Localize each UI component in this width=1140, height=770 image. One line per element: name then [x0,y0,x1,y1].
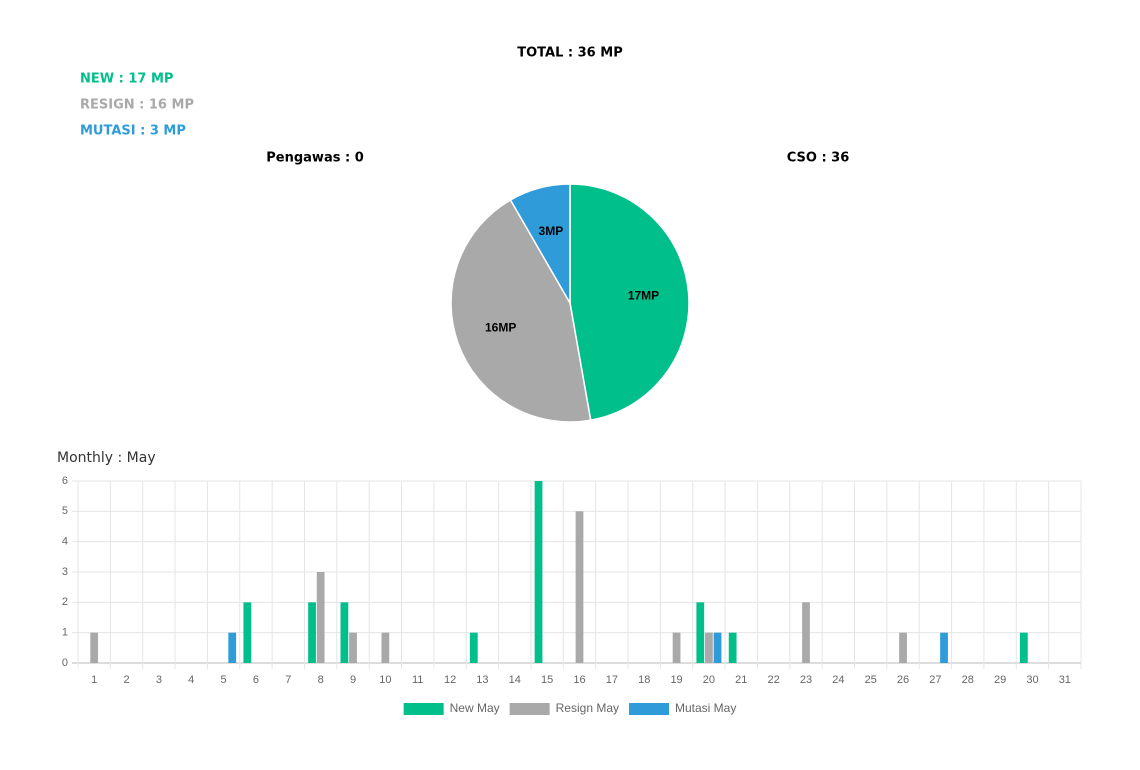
x-tick-label: 6 [253,674,259,686]
x-tick-label: 27 [929,674,941,686]
pie-slice [509,183,571,306]
bar [228,632,237,663]
x-tick-label: 29 [994,674,1006,686]
bar [899,632,907,663]
x-tick-label: 18 [638,674,650,686]
x-tick-label: 16 [573,674,585,686]
x-tick-label: 30 [1026,674,1038,686]
total: TOTAL : 36 MP [517,46,622,61]
legend-label: New May [450,701,500,715]
x-tick-label: 14 [509,674,521,686]
bar [90,632,99,663]
x-tick-label: 23 [800,674,812,686]
legend-label: Resign May [556,701,619,715]
x-tick-label: 24 [832,674,844,686]
bar [1019,632,1028,663]
bar [672,632,681,663]
legend-swatch [403,703,444,715]
pie-label: 16MP [485,320,516,334]
y-tick-label: 4 [62,536,68,548]
bar [349,632,357,663]
x-tick-label: 26 [897,674,909,686]
bar [340,602,349,663]
pie-slice [569,183,690,422]
x-tick-label: 21 [735,674,747,686]
bar [940,632,948,663]
bar [534,481,543,663]
y-tick-label: 2 [62,596,68,608]
bar [575,511,584,663]
x-tick-label: 1 [91,674,97,686]
pengawas: Pengawas : 0 [266,151,364,166]
legend-label: Mutasi May [675,701,736,715]
y-tick-label: 0 [62,657,68,669]
bar [308,602,316,663]
x-tick-label: 17 [606,674,618,686]
x-tick-label: 25 [865,674,877,686]
x-tick-label: 2 [123,674,129,686]
x-tick-label: 4 [188,674,194,686]
x-tick-label: 28 [962,674,974,686]
x-tick-label: 7 [285,674,291,686]
y-tick-label: 5 [62,505,68,517]
resign-count: RESIGN : 16 MP [80,98,194,113]
x-tick-label: 10 [379,674,391,686]
bar [705,632,713,663]
x-tick-label: 15 [541,674,553,686]
x-tick-label: 19 [670,674,682,686]
bar [713,632,722,663]
pie-slice [450,198,592,423]
legend-swatch [509,703,550,715]
x-tick-label: 11 [412,674,423,686]
x-tick-label: 13 [476,674,488,686]
x-tick-label: 31 [1059,674,1071,686]
x-tick-label: 5 [221,674,227,686]
bar [243,602,252,663]
bar [696,602,705,663]
y-tick-label: 3 [62,566,68,578]
y-tick-label: 6 [62,475,68,487]
bar [469,632,478,663]
bar [381,632,390,663]
bar [728,632,737,663]
x-tick-label: 3 [156,674,162,686]
x-tick-label: 9 [350,674,356,686]
bar [802,602,810,663]
x-tick-label: 20 [703,674,715,686]
x-tick-label: 22 [768,674,780,686]
pie-label: 3MP [539,224,564,238]
y-tick-label: 1 [62,627,68,639]
x-tick-label: 12 [444,674,456,686]
pie-label: 17MP [628,289,659,303]
bar [316,572,325,663]
legend-swatch [629,703,670,715]
new-count: NEW : 17 MP [80,72,173,87]
mutasi-count: MUTASI : 3 MP [80,124,186,139]
cso: CSO : 36 [787,151,850,166]
chart-title: Monthly : May [57,450,156,466]
x-tick-label: 8 [318,674,324,686]
